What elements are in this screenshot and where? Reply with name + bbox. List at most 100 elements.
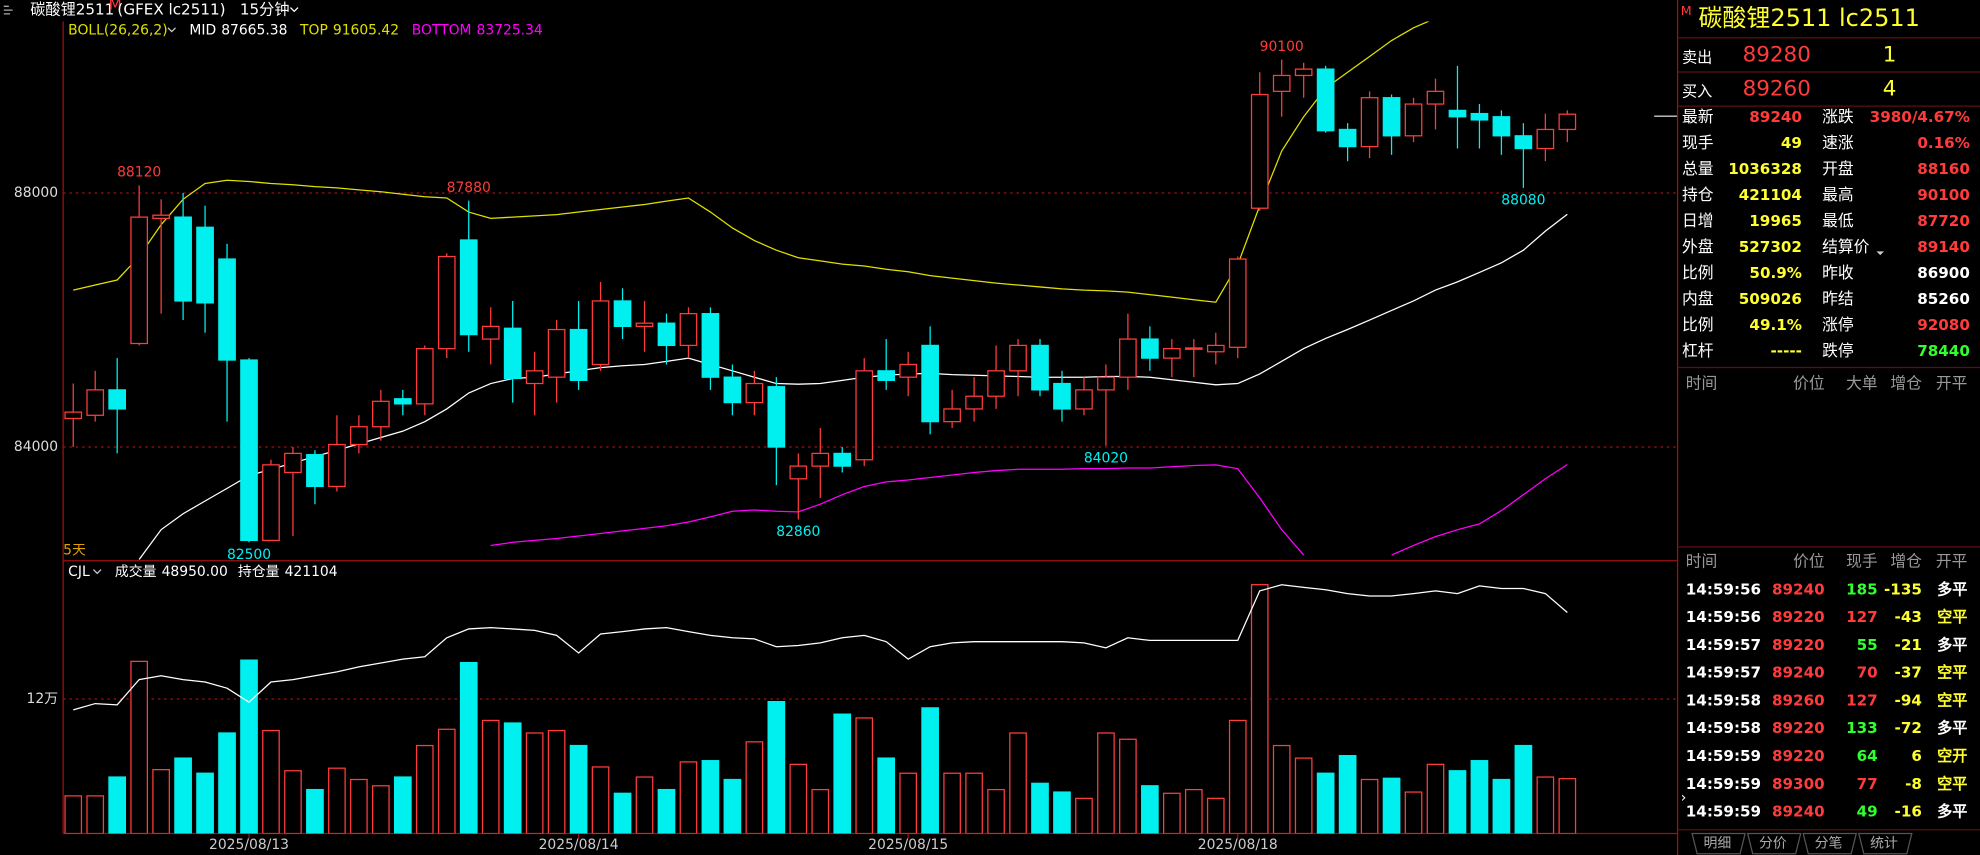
candle-body	[1294, 68, 1313, 77]
legend-name: 持仓量	[238, 564, 280, 580]
extreme-label: 90100	[1260, 39, 1304, 55]
quote-label: 比例	[1682, 315, 1714, 334]
candle-body	[437, 255, 456, 350]
volume-bar	[1360, 778, 1379, 834]
exchange: (GFEX lc2511)	[117, 1, 225, 19]
legend-name: TOP	[299, 22, 328, 38]
tab-label[interactable]: 统计	[1870, 836, 1898, 852]
tick-type: 空平	[1937, 608, 1967, 626]
tick-type: 多平	[1937, 803, 1967, 821]
quote-label: 现手	[1682, 133, 1714, 152]
quote-value: 0.16%	[1917, 134, 1970, 152]
volume-bar	[1184, 788, 1203, 834]
candle-body	[1404, 103, 1423, 137]
candle-body	[1426, 90, 1445, 105]
candle-body	[943, 408, 961, 423]
period-chevron[interactable]	[289, 7, 299, 13]
candle-body	[613, 300, 632, 327]
legend-value: 87665.38	[221, 22, 287, 38]
quote-label: 杠杆	[1682, 341, 1714, 360]
quote-value: 78440	[1917, 342, 1970, 360]
extreme-label: 84020	[1084, 450, 1128, 466]
tab-label[interactable]: 分价	[1759, 836, 1787, 852]
volume-bar	[833, 713, 852, 834]
candle-body	[1009, 344, 1027, 372]
y-tick-label: 84000	[14, 439, 58, 455]
quote-label: 最高	[1822, 185, 1854, 204]
legend-value: 91605.42	[333, 22, 399, 38]
period[interactable]: 15分钟	[240, 1, 290, 19]
volume-bar	[86, 795, 105, 834]
volume-bar	[657, 788, 676, 834]
tick-change: -16	[1895, 803, 1922, 821]
volume-bar	[1141, 785, 1159, 834]
legend-value: 421104	[285, 564, 338, 580]
volume-bar	[855, 717, 874, 834]
volume-bar	[393, 776, 412, 834]
tick-price: 89300	[1772, 775, 1825, 793]
quote-value: 50.9%	[1749, 264, 1802, 282]
candle-body	[1053, 382, 1071, 410]
column-header: 开平	[1936, 552, 1968, 571]
candle-body	[1119, 338, 1137, 378]
volume-bar	[547, 729, 566, 834]
quote-value: 421104	[1739, 186, 1802, 204]
tick-type: 空开	[1937, 747, 1967, 765]
column-header: 现手	[1846, 552, 1878, 571]
candle-body	[350, 426, 368, 446]
volume-bar	[481, 719, 500, 834]
tick-change: -135	[1884, 580, 1922, 598]
candle-body	[481, 325, 500, 340]
candle-body	[1316, 68, 1335, 132]
tick-volume: 77	[1857, 775, 1878, 793]
volume-bar	[196, 772, 214, 834]
volume-bar	[350, 778, 368, 834]
volume-bar	[64, 795, 83, 834]
tick-volume: 127	[1846, 691, 1878, 709]
column-header: 增仓	[1890, 552, 1922, 571]
quote-label: 跌停	[1822, 341, 1854, 360]
column-header: 开平	[1936, 373, 1968, 392]
indicator-chevron[interactable]	[167, 27, 176, 33]
quote-label: 涨停	[1822, 315, 1854, 334]
volume-bar	[679, 761, 698, 834]
tick-price: 89240	[1772, 664, 1825, 682]
volume-bar	[240, 659, 258, 834]
volume-bar	[525, 732, 544, 834]
volume-bar	[723, 778, 742, 834]
tick-time: 14:59:56	[1686, 580, 1761, 598]
candle-body	[987, 370, 1005, 397]
quote-label: 日增	[1682, 211, 1714, 230]
flag: M	[109, 0, 122, 14]
tab-label[interactable]: 分笔	[1815, 836, 1843, 852]
tick-type: 空平	[1937, 775, 1967, 793]
tab[interactable]	[1691, 832, 1746, 855]
candle-body	[1250, 93, 1269, 209]
legend-value: 48950.00	[162, 564, 228, 580]
candle-body	[1141, 338, 1159, 359]
volume-bar	[218, 732, 236, 834]
candle-body	[1075, 389, 1093, 410]
tab-label[interactable]: 明细	[1703, 836, 1731, 852]
quote-label: 持仓	[1682, 185, 1714, 204]
quote-value: 3980/4.67%	[1870, 108, 1970, 126]
candle-body	[1031, 344, 1049, 391]
candle-body	[393, 398, 412, 405]
tab[interactable]	[1746, 832, 1802, 855]
candle-body	[108, 389, 127, 410]
candle-body	[306, 454, 324, 488]
extreme-label: 87880	[447, 180, 491, 196]
volume-bar	[943, 772, 961, 834]
candle-body	[152, 214, 170, 220]
volume-pane	[63, 584, 1677, 834]
quote-label: 总量	[1682, 159, 1714, 178]
candle-body	[196, 226, 214, 304]
tab[interactable]	[1802, 832, 1858, 855]
volume-bar	[1558, 778, 1577, 834]
volume-bar	[1031, 782, 1049, 834]
tab[interactable]	[1857, 832, 1913, 855]
volume-bar	[1250, 584, 1269, 834]
volume-bar	[459, 661, 478, 834]
candle-body	[723, 376, 742, 404]
indicator-chevron[interactable]	[92, 569, 102, 575]
